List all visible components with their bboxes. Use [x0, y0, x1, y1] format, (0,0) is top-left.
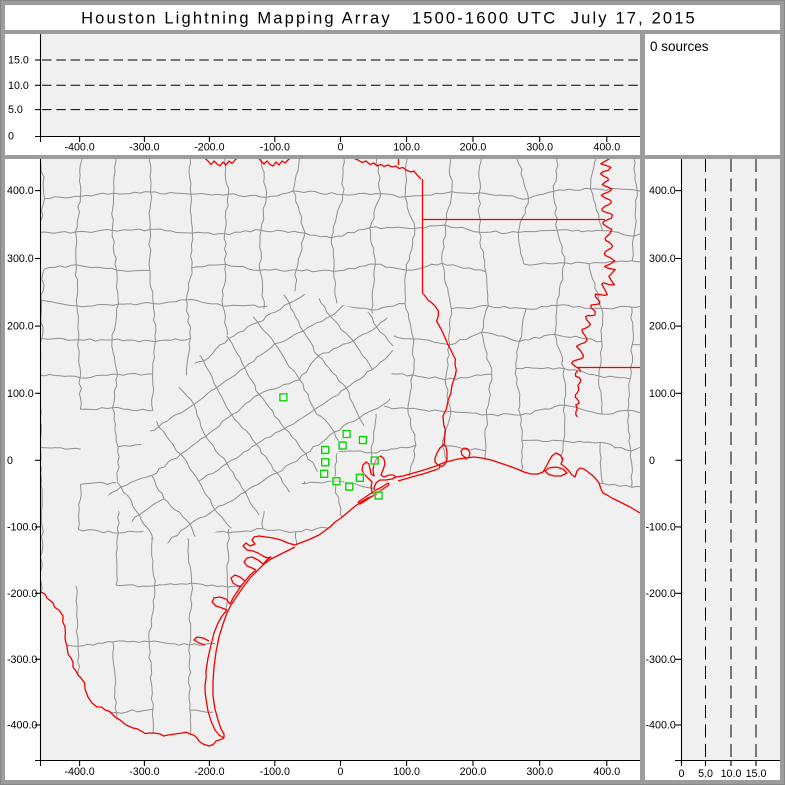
svg-text:-100.0: -100.0	[7, 521, 37, 533]
svg-text:200.0: 200.0	[7, 321, 34, 333]
svg-text:-300.0: -300.0	[129, 766, 159, 778]
svg-text:200.0: 200.0	[460, 766, 487, 778]
svg-text:15.0: 15.0	[8, 55, 29, 67]
svg-text:100.0: 100.0	[393, 142, 420, 154]
svg-text:-100.0: -100.0	[646, 521, 676, 533]
svg-text:-200.0: -200.0	[194, 766, 224, 778]
svg-text:-200.0: -200.0	[646, 588, 676, 600]
svg-text:-400.0: -400.0	[646, 720, 676, 732]
svg-text:100.0: 100.0	[649, 388, 676, 400]
svg-text:300.0: 300.0	[526, 766, 553, 778]
svg-text:-100.0: -100.0	[260, 766, 290, 778]
svg-text:400.0: 400.0	[649, 185, 676, 197]
svg-text:100.0: 100.0	[393, 766, 420, 778]
svg-text:0: 0	[8, 131, 14, 143]
svg-text:15.0: 15.0	[746, 768, 767, 780]
svg-text:0: 0	[649, 455, 655, 467]
svg-text:400.0: 400.0	[593, 142, 620, 154]
svg-text:-400.0: -400.0	[64, 142, 94, 154]
svg-text:-400.0: -400.0	[7, 720, 37, 732]
svg-text:5.0: 5.0	[8, 104, 23, 116]
svg-text:-300.0: -300.0	[646, 654, 676, 666]
svg-text:10.0: 10.0	[8, 80, 29, 92]
svg-text:300.0: 300.0	[7, 253, 34, 265]
svg-text:200.0: 200.0	[460, 142, 487, 154]
svg-text:300.0: 300.0	[526, 142, 553, 154]
svg-text:5.0: 5.0	[698, 768, 713, 780]
svg-text:300.0: 300.0	[649, 253, 676, 265]
svg-text:0: 0	[338, 766, 344, 778]
svg-text:-400.0: -400.0	[64, 766, 94, 778]
svg-text:-300.0: -300.0	[7, 654, 37, 666]
svg-text:-200.0: -200.0	[7, 588, 37, 600]
svg-text:0: 0	[7, 455, 13, 467]
svg-text:-100.0: -100.0	[260, 142, 290, 154]
svg-text:0: 0	[338, 142, 344, 154]
svg-text:10.0: 10.0	[721, 768, 742, 780]
svg-text:400.0: 400.0	[593, 766, 620, 778]
svg-text:400.0: 400.0	[7, 185, 34, 197]
svg-text:0: 0	[679, 768, 685, 780]
svg-text:200.0: 200.0	[649, 321, 676, 333]
svg-text:Houston Lightning Mapping Arra: Houston Lightning Mapping Array 1500-160…	[81, 10, 697, 28]
svg-text:0 sources: 0 sources	[650, 39, 709, 54]
svg-text:100.0: 100.0	[7, 388, 34, 400]
svg-text:-300.0: -300.0	[129, 142, 159, 154]
svg-text:-200.0: -200.0	[194, 142, 224, 154]
